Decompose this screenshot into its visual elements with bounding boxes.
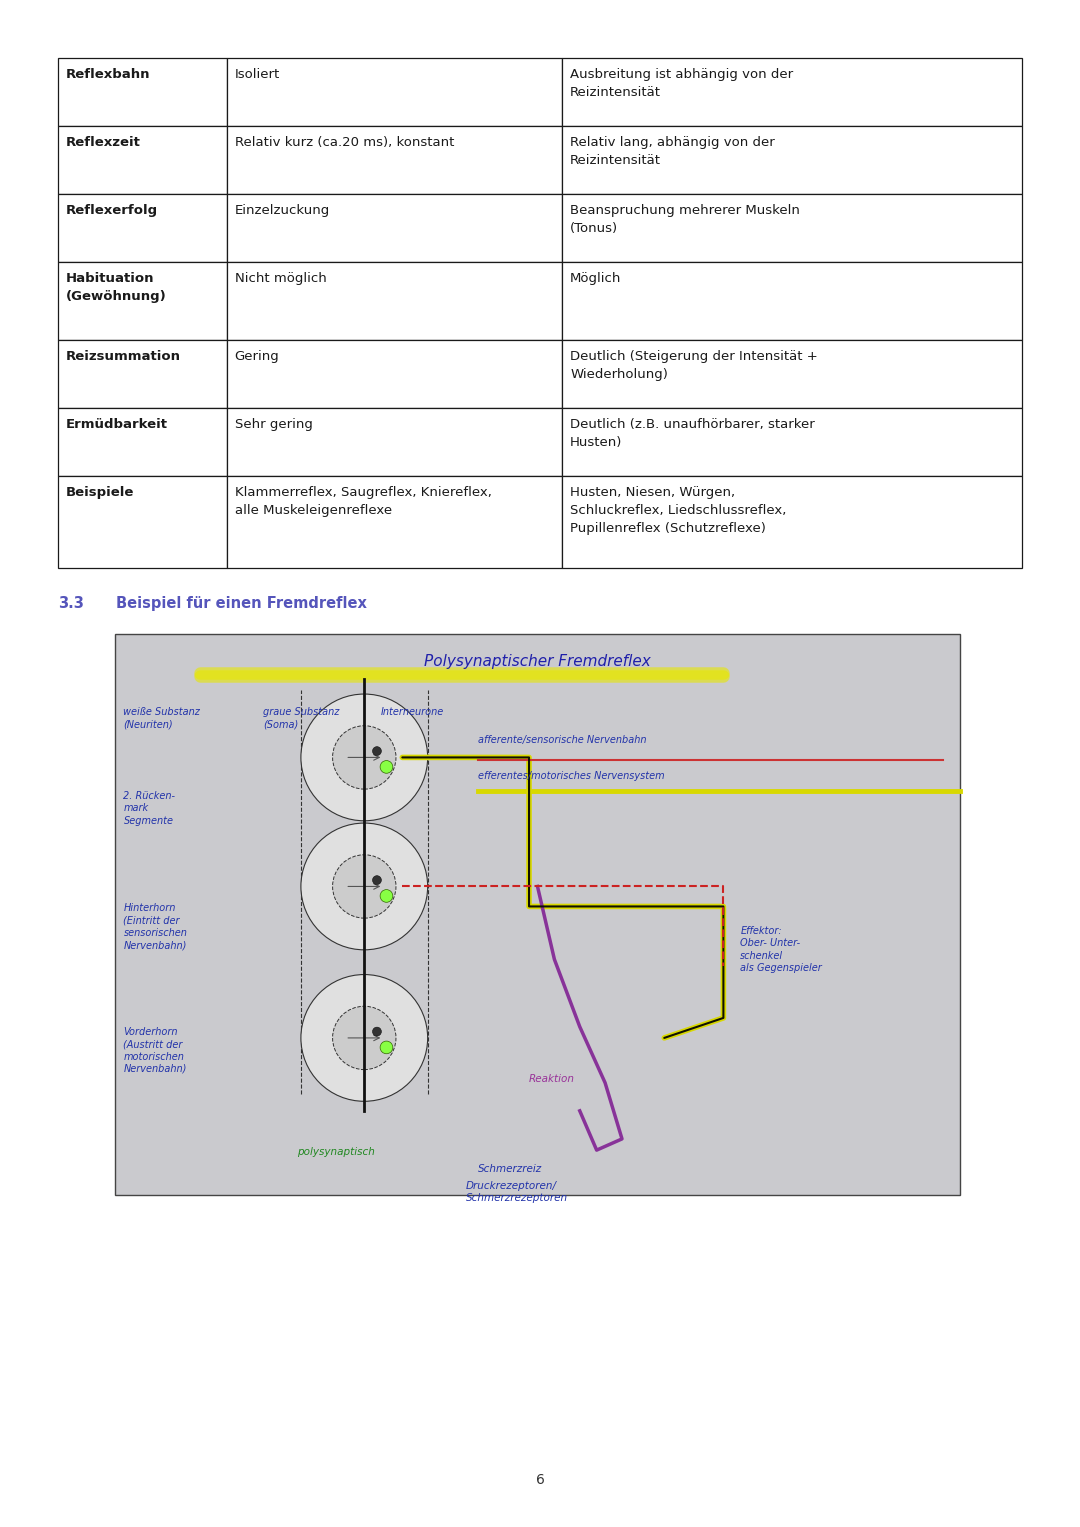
Text: graue Substanz
(Soma): graue Substanz (Soma) — [262, 707, 339, 730]
Text: Ermüdbarkeit: Ermüdbarkeit — [66, 418, 168, 431]
Circle shape — [380, 890, 393, 902]
Bar — [227, 263, 563, 341]
Bar — [563, 476, 1022, 568]
Bar — [58, 408, 227, 476]
Bar — [227, 58, 563, 127]
Text: Effektor:
Ober- Unter-
schenkel
als Gegenspieler: Effektor: Ober- Unter- schenkel als Gege… — [740, 925, 822, 973]
Text: Husten, Niesen, Würgen,
Schluckreflex, Liedschlussreflex,
Pupillenreflex (Schutz: Husten, Niesen, Würgen, Schluckreflex, L… — [570, 486, 786, 534]
Text: Beispiel für einen Fremdreflex: Beispiel für einen Fremdreflex — [116, 596, 367, 611]
Text: Ausbreitung ist abhängig von der
Reizintensität: Ausbreitung ist abhängig von der Reizint… — [570, 69, 794, 99]
Text: Deutlich (Steigerung der Intensität +
Wiederholung): Deutlich (Steigerung der Intensität + Wi… — [570, 350, 818, 382]
Text: Reaktion: Reaktion — [529, 1075, 575, 1084]
Text: 2. Rücken-
mark
Segmente: 2. Rücken- mark Segmente — [123, 791, 175, 826]
Bar — [563, 127, 1022, 194]
Bar — [563, 408, 1022, 476]
Circle shape — [333, 855, 396, 918]
Text: weiße Substanz
(Neuriten): weiße Substanz (Neuriten) — [123, 707, 200, 730]
Text: efferentes/motorisches Nervensystem: efferentes/motorisches Nervensystem — [478, 771, 665, 782]
Bar — [563, 194, 1022, 263]
Text: polysynaptisch: polysynaptisch — [297, 1147, 375, 1157]
Circle shape — [373, 875, 381, 884]
Bar — [227, 341, 563, 408]
Bar — [114, 634, 960, 1196]
Text: afferente/sensorische Nervenbahn: afferente/sensorische Nervenbahn — [478, 734, 647, 745]
Bar — [563, 263, 1022, 341]
Bar — [227, 476, 563, 568]
Text: Druckrezeptoren/
Schmerzrezeptoren: Druckrezeptoren/ Schmerzrezeptoren — [465, 1180, 568, 1203]
Bar — [563, 341, 1022, 408]
Text: 6: 6 — [536, 1474, 544, 1487]
Text: Isoliert: Isoliert — [234, 69, 280, 81]
Text: Vorderhorn
(Austritt der
motorischen
Nervenbahn): Vorderhorn (Austritt der motorischen Ner… — [123, 1026, 187, 1073]
Circle shape — [333, 725, 396, 789]
Text: Schmerzreiz: Schmerzreiz — [478, 1164, 542, 1174]
Text: Reflexzeit: Reflexzeit — [66, 136, 140, 150]
Bar — [563, 58, 1022, 127]
Text: Interneurone: Interneurone — [381, 707, 445, 718]
Text: Deutlich (z.B. unaufhörbarer, starker
Husten): Deutlich (z.B. unaufhörbarer, starker Hu… — [570, 418, 815, 449]
Bar — [58, 263, 227, 341]
Circle shape — [380, 1041, 393, 1054]
Text: 3.3: 3.3 — [58, 596, 84, 611]
Bar — [227, 408, 563, 476]
Circle shape — [373, 1028, 381, 1035]
Circle shape — [380, 760, 393, 773]
Circle shape — [301, 695, 428, 822]
Bar — [58, 476, 227, 568]
Text: Reflexerfolg: Reflexerfolg — [66, 205, 158, 217]
Bar — [58, 58, 227, 127]
Text: Relativ lang, abhängig von der
Reizintensität: Relativ lang, abhängig von der Reizinten… — [570, 136, 775, 166]
Text: Sehr gering: Sehr gering — [234, 418, 312, 431]
Text: Habituation
(Gewöhnung): Habituation (Gewöhnung) — [66, 272, 166, 302]
Circle shape — [301, 823, 428, 950]
Text: Einzelzuckung: Einzelzuckung — [234, 205, 330, 217]
Text: Reflexbahn: Reflexbahn — [66, 69, 150, 81]
Text: Hinterhorn
(Eintritt der
sensorischen
Nervenbahn): Hinterhorn (Eintritt der sensorischen Ne… — [123, 904, 187, 950]
Bar — [227, 127, 563, 194]
Circle shape — [373, 747, 381, 756]
Text: Beispiele: Beispiele — [66, 486, 134, 499]
Circle shape — [333, 1006, 396, 1069]
Text: Gering: Gering — [234, 350, 280, 363]
Text: Möglich: Möglich — [570, 272, 622, 286]
Bar — [227, 194, 563, 263]
Bar — [58, 341, 227, 408]
Circle shape — [301, 974, 428, 1101]
Text: Klammerreflex, Saugreflex, Kniereflex,
alle Muskeleigenreflexe: Klammerreflex, Saugreflex, Kniereflex, a… — [234, 486, 491, 518]
Text: Beanspruchung mehrerer Muskeln
(Tonus): Beanspruchung mehrerer Muskeln (Tonus) — [570, 205, 800, 235]
Text: Relativ kurz (ca.20 ms), konstant: Relativ kurz (ca.20 ms), konstant — [234, 136, 454, 150]
Text: Polysynaptischer Fremdreflex: Polysynaptischer Fremdreflex — [424, 654, 651, 669]
Text: Nicht möglich: Nicht möglich — [234, 272, 326, 286]
Bar — [58, 194, 227, 263]
Bar — [58, 127, 227, 194]
Text: Reizsummation: Reizsummation — [66, 350, 181, 363]
